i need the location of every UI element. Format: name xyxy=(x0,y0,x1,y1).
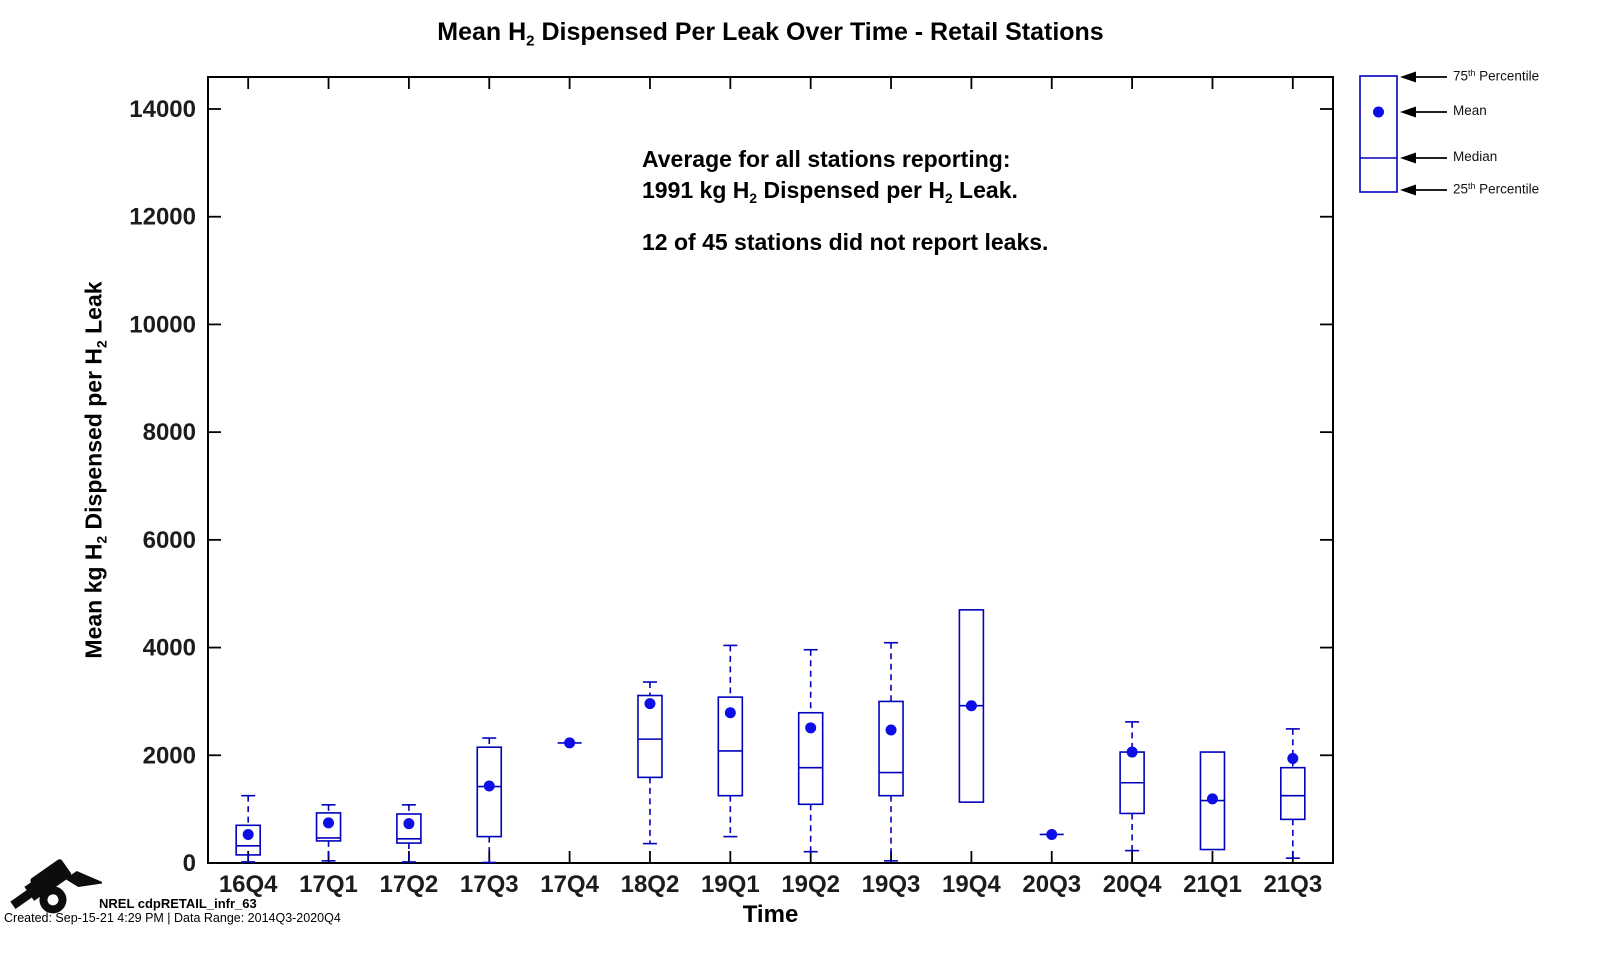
y-tick-label-12000: 12000 xyxy=(129,204,196,231)
legend-arrow-head-mean xyxy=(1400,106,1416,118)
box-19Q1 xyxy=(717,696,744,797)
mean-dot-17Q3 xyxy=(483,780,495,792)
x-tick-label-19Q4: 19Q4 xyxy=(942,871,1001,898)
legend-25-text: Percentile xyxy=(1475,181,1540,197)
x-tick-label-16Q4: 16Q4 xyxy=(219,871,278,898)
mean-dot-21Q3 xyxy=(1287,753,1299,765)
annotation-line-2-sub1: 2 xyxy=(749,191,758,207)
legend-25-num: 25 xyxy=(1453,181,1469,197)
annotation-line-3: 12 of 45 stations did not report leaks. xyxy=(642,229,1049,256)
x-tick-label-19Q3: 19Q3 xyxy=(862,871,921,898)
mean-dot-17Q2 xyxy=(403,818,415,830)
title-text: Mean H xyxy=(437,18,527,46)
mean-dot-16Q4 xyxy=(242,828,254,840)
x-tick-label-17Q4: 17Q4 xyxy=(540,871,599,898)
y-axis-label-text2: Dispensed per H xyxy=(80,347,107,536)
box-16Q4 xyxy=(235,824,261,856)
box-17Q1 xyxy=(315,812,342,842)
box-19Q3 xyxy=(878,700,904,797)
y-tick-label-6000: 6000 xyxy=(143,527,196,554)
mean-dot-19Q2 xyxy=(805,722,817,734)
created-timestamp-text: Created: Sep-15-21 4:29 PM | Data Range:… xyxy=(4,911,341,925)
x-tick-label-17Q3: 17Q3 xyxy=(460,871,519,898)
y-axis-label-sub1: 2 xyxy=(94,535,110,544)
legend-arrow-head-25th-percentile xyxy=(1400,184,1416,196)
x-tick-label-20Q4: 20Q4 xyxy=(1103,871,1162,898)
y-axis-label-text: Mean kg H xyxy=(80,543,107,659)
y-tick-label-14000: 14000 xyxy=(129,96,196,123)
x-tick-label-19Q2: 19Q2 xyxy=(781,871,840,898)
mean-dot-17Q1 xyxy=(323,817,335,829)
x-tick-label-18Q2: 18Q2 xyxy=(621,871,680,898)
legend-sample-mean-dot xyxy=(1373,106,1384,118)
legend-75-num: 75 xyxy=(1453,68,1469,84)
legend-75-text: Percentile xyxy=(1475,68,1540,84)
fuel-pump-logo-icon xyxy=(10,859,102,914)
legend-item-median: Median xyxy=(1453,149,1497,164)
x-tick-label-21Q1: 21Q1 xyxy=(1183,871,1242,898)
mean-dot-19Q3 xyxy=(885,724,897,736)
mean-dot-19Q4 xyxy=(965,700,977,712)
legend-arrow-head-75th-percentile xyxy=(1400,71,1416,83)
legend-median-text: Median xyxy=(1453,149,1498,164)
figure-id-text: NREL cdpRETAIL_infr_63 xyxy=(99,896,257,911)
y-axis-label: Mean kg H2 Dispensed per H2 Leak xyxy=(80,281,109,658)
box-18Q2 xyxy=(637,694,663,779)
x-tick-label-21Q3: 21Q3 xyxy=(1263,871,1322,898)
annotation-line-2: 1991 kg H2 Dispensed per H2 Leak. xyxy=(642,175,1048,214)
annotation-block: Average for all stations reporting: 1991… xyxy=(642,144,1048,258)
legend-item-mean: Mean xyxy=(1453,103,1487,118)
mean-dot-19Q1 xyxy=(724,707,736,719)
y-tick-label-10000: 10000 xyxy=(129,311,196,338)
y-axis-label-text3: Leak xyxy=(80,281,107,341)
box-17Q2 xyxy=(396,813,422,844)
box-17Q3 xyxy=(476,746,503,838)
x-tick-label-20Q3: 20Q3 xyxy=(1022,871,1081,898)
y-tick-label-2000: 2000 xyxy=(143,742,196,769)
legend-item-25th-percentile: 25th Percentile xyxy=(1453,181,1539,196)
legend-75-sup: th xyxy=(1468,68,1476,78)
legend-arrow-head-median xyxy=(1400,152,1416,164)
box-21Q3 xyxy=(1280,766,1306,821)
annotation-line-1: Average for all stations reporting: xyxy=(642,146,1011,172)
legend-sample-box xyxy=(1359,75,1398,193)
annotation-line-2-text: 1991 kg H xyxy=(642,177,750,203)
legend-item-75th-percentile: 75th Percentile xyxy=(1453,68,1539,83)
x-tick-label-19Q1: 19Q1 xyxy=(701,871,760,898)
y-axis-label-sub2: 2 xyxy=(94,340,110,348)
y-tick-label-0: 0 xyxy=(183,850,196,877)
annotation-line-2-sub2: 2 xyxy=(944,191,953,207)
mean-dot-20Q4 xyxy=(1126,746,1138,758)
title-text-rest: Dispensed Per Leak Over Time - Retail St… xyxy=(534,18,1104,46)
x-tick-label-17Q1: 17Q1 xyxy=(299,871,358,898)
chart-title: Mean H2 Dispensed Per Leak Over Time - R… xyxy=(208,18,1333,50)
plot-border xyxy=(207,76,1334,864)
x-tick-label-17Q2: 17Q2 xyxy=(380,871,439,898)
mean-dot-17Q4 xyxy=(564,737,576,749)
y-tick-label-8000: 8000 xyxy=(143,419,196,446)
legend-mean-text: Mean xyxy=(1453,103,1487,118)
legend-25-sup: th xyxy=(1468,181,1476,191)
annotation-line-2-text2: Dispensed per H xyxy=(757,177,945,203)
mean-dot-21Q1 xyxy=(1206,793,1218,805)
title-subscript: 2 xyxy=(526,32,535,50)
y-tick-label-4000: 4000 xyxy=(143,635,196,662)
annotation-line-2-text3: Leak. xyxy=(952,177,1018,203)
x-axis-label: Time xyxy=(742,901,799,928)
mean-dot-20Q3 xyxy=(1046,828,1058,840)
box-19Q2 xyxy=(797,711,824,806)
mean-dot-18Q2 xyxy=(644,698,656,710)
